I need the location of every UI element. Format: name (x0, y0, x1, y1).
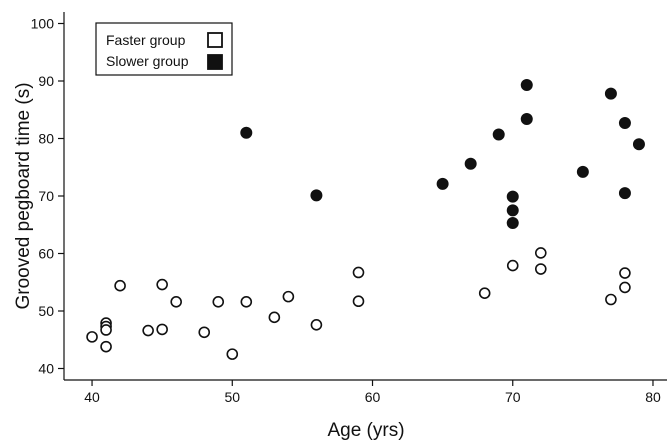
faster-group-point (198, 326, 211, 339)
y-axis-title: Grooved pegboard time (s) (13, 82, 34, 309)
y-tick-label: 60 (38, 246, 54, 262)
slower-group-point (240, 126, 253, 139)
faster-group-point (114, 279, 126, 292)
y-tick-label: 80 (38, 131, 54, 147)
faster-group-point (212, 295, 225, 308)
slower-group-point (520, 112, 533, 125)
x-tick-label: 50 (224, 389, 240, 405)
slower-group-point (506, 190, 519, 203)
faster-group-point (156, 278, 168, 291)
x-tick-label: 70 (505, 389, 521, 405)
faster-group-point (619, 267, 631, 279)
slower-group-point (618, 187, 631, 200)
faster-group-point (268, 311, 281, 324)
y-tick-label: 90 (38, 73, 54, 89)
slower-group-point (436, 177, 449, 190)
faster-group-point (226, 348, 239, 360)
faster-group-point (478, 287, 491, 299)
faster-group-point (605, 293, 617, 306)
legend-marker-faster (207, 32, 223, 48)
slower-group-point (506, 217, 519, 230)
slower-group-point (520, 79, 533, 92)
slower-group-point (310, 189, 323, 202)
faster-group-point (534, 247, 547, 259)
faster-group-point (506, 259, 519, 272)
faster-group-point (100, 340, 112, 353)
faster-group-point (619, 281, 631, 294)
data-points (86, 79, 645, 360)
faster-group-point (352, 266, 365, 279)
faster-group-point (352, 295, 365, 308)
faster-group-point (310, 318, 323, 331)
slower-group-point (604, 87, 617, 100)
y-tick-label: 100 (31, 16, 55, 32)
slower-group-point (506, 204, 519, 217)
legend: Faster group Slower group (95, 22, 233, 76)
y-tick-label: 40 (38, 361, 54, 377)
slower-group-point (464, 157, 477, 170)
x-tick-label: 60 (365, 389, 381, 405)
slower-group-point (576, 165, 589, 178)
slower-group-point (632, 138, 645, 151)
faster-group-point (534, 263, 547, 275)
x-tick-label: 80 (645, 389, 661, 405)
faster-group-point (170, 295, 182, 308)
slower-group-point (492, 128, 505, 141)
faster-group-point (100, 324, 112, 336)
legend-label-slower: Slower group (106, 53, 189, 69)
y-tick-label: 50 (38, 303, 54, 319)
x-axis-title: Age (yrs) (327, 420, 404, 440)
x-ticks: 40 50 60 70 80 (84, 380, 661, 405)
faster-group-point (240, 295, 253, 308)
slower-group-point (618, 116, 631, 129)
legend-label-faster: Faster group (106, 32, 186, 48)
faster-group-point (142, 324, 154, 337)
faster-group-point (282, 290, 295, 303)
y-tick-label: 70 (38, 188, 54, 204)
y-ticks: 40 50 60 70 80 90 100 (31, 16, 64, 377)
faster-group-point (86, 331, 98, 343)
legend-marker-slower (207, 54, 223, 70)
x-tick-label: 40 (84, 389, 100, 405)
faster-group-point (156, 323, 168, 336)
